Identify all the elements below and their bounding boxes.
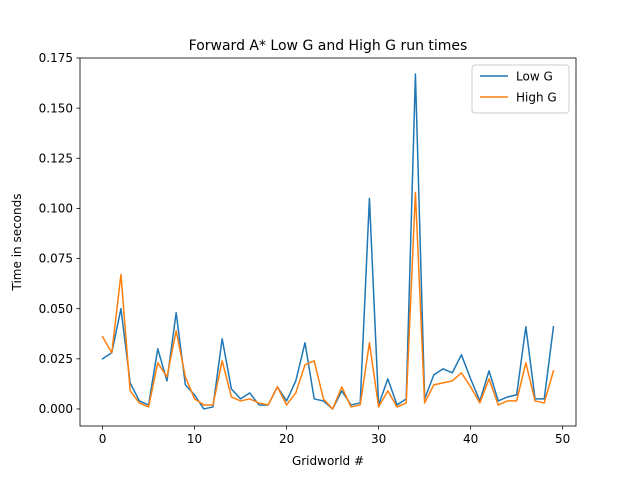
y-tick-label: 0.075 [39,252,73,266]
axis-ticks: 0 10 20 30 40 50 0.000 0.025 0.050 0.075 0.100 0.12… [39,51,571,446]
y-tick-label: 0.100 [39,202,73,216]
x-tick-label: 50 [555,432,570,446]
legend-box [471,64,570,114]
y-tick-label: 0.000 [39,402,73,416]
plot-area [79,57,577,427]
y-tick-label: 0.050 [39,302,73,316]
legend: Low G High G [471,64,570,114]
legend-label-1: High G [516,90,557,104]
y-tick-label: 0.125 [39,151,73,165]
y-tick-label: 0.150 [39,101,73,115]
y-tick-label: 0.025 [39,352,73,366]
axes-frame [79,57,577,427]
chart-title: Forward A* Low G and High G run times [189,38,468,54]
x-tick-label: 20 [279,432,294,446]
y-axis-label: Time in seconds [10,194,24,292]
x-tick-label: 10 [187,432,202,446]
x-tick-label: 0 [99,432,107,446]
x-axis-label: Gridworld # [292,454,364,468]
y-tick-label: 0.175 [39,51,73,65]
series-line-1 [101,191,555,410]
legend-label-0: Low G [516,69,553,83]
x-tick-label: 30 [371,432,386,446]
x-tick-label: 40 [463,432,478,446]
